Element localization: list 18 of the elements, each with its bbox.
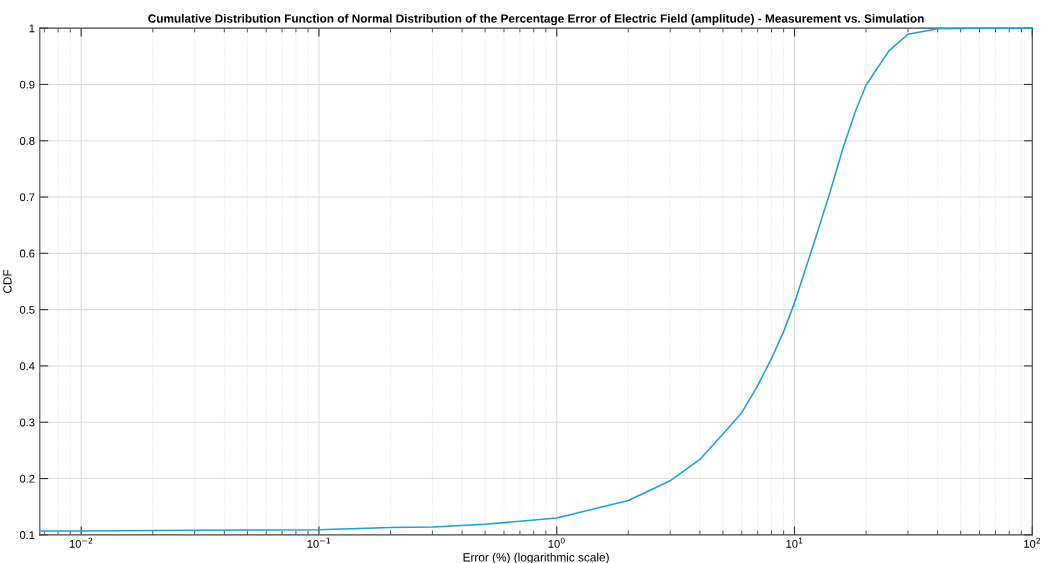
y-tick-label: 0.8 (19, 137, 35, 145)
x-tick-label: 10$^{−2}$ (69, 537, 93, 548)
y-tick-label: 1 (29, 24, 35, 33)
y-tick-label: 0.1 (19, 531, 35, 539)
y-tick-label: 0.5 (19, 305, 35, 314)
y-axis-title: CDF (3, 269, 12, 294)
y-tick-label: 0.3 (19, 418, 35, 427)
x-tick-label: 10$^{1}$ (786, 537, 803, 548)
y-tick-label: 0.6 (19, 249, 35, 258)
x-tick-label: 10$^{2}$ (1024, 537, 1041, 548)
x-tick-label: 10$^{−1}$ (307, 537, 330, 548)
chart-title: Cumulative Distribution Function of Normal Distribution of the Percentage Error of Electric Field (amplitude) - Measurement vs. Simulation (148, 14, 924, 26)
y-tick-label: 0.2 (19, 474, 35, 483)
y-tick-label: 0.9 (19, 80, 35, 89)
x-tick-label: 10$^{0}$ (548, 537, 565, 548)
x-axis-title: Error (%) (logarithmic scale) (463, 552, 609, 563)
y-tick-label: 0.4 (19, 362, 35, 371)
y-tick-label: 0.7 (19, 193, 35, 202)
